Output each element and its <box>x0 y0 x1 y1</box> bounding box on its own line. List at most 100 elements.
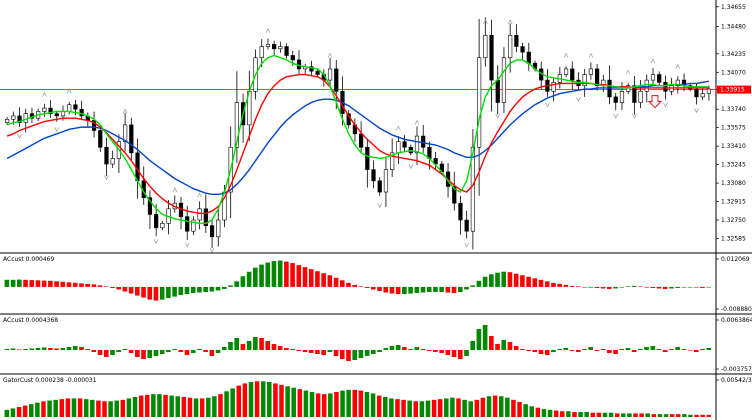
fractal-down-marker <box>104 175 109 181</box>
histogram-bar <box>339 350 345 359</box>
histogram-bar <box>358 286 364 288</box>
histogram-bar <box>296 350 302 351</box>
histogram-bar <box>377 350 382 352</box>
indicator-tick-label: -0.008880 <box>721 306 752 313</box>
histogram-bar <box>48 348 53 350</box>
histogram-bar <box>54 348 59 350</box>
histogram-bar <box>72 346 78 350</box>
histogram-bar <box>566 411 571 417</box>
histogram-bar <box>464 286 469 290</box>
histogram-bar <box>445 350 451 355</box>
histogram-bar <box>153 286 159 301</box>
fractal-down-marker <box>464 242 469 248</box>
candle-body <box>67 104 72 112</box>
histogram-bar <box>451 350 457 357</box>
histogram-bar <box>389 398 394 417</box>
histogram-bar <box>414 347 420 350</box>
candle-body <box>421 135 426 148</box>
histogram-bar <box>395 345 401 350</box>
histogram-bar <box>23 349 28 350</box>
histogram-bar <box>114 400 119 417</box>
histogram-bar <box>607 286 612 289</box>
histogram-bar <box>639 413 644 417</box>
histogram-bar <box>103 286 109 288</box>
histogram-bar <box>339 280 345 287</box>
histogram-bar <box>437 399 443 417</box>
histogram-bar <box>29 348 35 350</box>
histogram-bar <box>480 397 486 417</box>
histogram-bar <box>426 286 432 292</box>
candle-body <box>663 82 668 92</box>
histogram-bar <box>203 286 208 292</box>
candle-body <box>365 146 370 170</box>
histogram-bar <box>541 409 547 417</box>
histogram-bar <box>159 350 165 354</box>
histogram-bar <box>607 350 612 353</box>
histogram-bar <box>187 397 193 417</box>
candle-body <box>483 35 488 59</box>
histogram-bar <box>273 383 278 417</box>
histogram-bar <box>122 286 128 292</box>
sell-arrow-icon <box>647 95 663 109</box>
histogram-bar <box>315 393 321 417</box>
candle-body <box>359 133 364 148</box>
histogram-bar <box>172 349 177 350</box>
histogram-bar <box>265 262 271 287</box>
histogram-bar <box>638 349 643 350</box>
candle-body <box>104 146 109 165</box>
histogram-bar <box>638 286 643 288</box>
histogram-bar <box>259 264 264 287</box>
histogram-bar <box>613 286 618 289</box>
candle-body <box>110 158 115 165</box>
histogram-bar <box>590 412 596 417</box>
histogram-bar <box>389 346 395 350</box>
candle-body <box>563 68 569 75</box>
histogram-bar <box>128 286 134 294</box>
histogram-bar <box>253 337 258 350</box>
histogram-bar <box>470 285 475 287</box>
histogram-bar <box>414 286 420 294</box>
histogram-bar <box>681 286 687 288</box>
histogram-bar <box>547 409 553 417</box>
candle-body <box>508 35 513 59</box>
histogram-bar <box>511 399 516 417</box>
candle-body <box>390 152 395 170</box>
gator-histogram-pane: GatorCust 0.000238 -0.000031 0.00542/3 <box>3 377 752 417</box>
candle-body <box>79 108 84 117</box>
histogram-bar <box>197 286 202 293</box>
histogram-bar <box>321 350 326 355</box>
histogram-bar <box>656 349 662 350</box>
histogram-bar <box>352 284 357 287</box>
histogram-bar <box>407 400 412 417</box>
histogram-bar <box>215 286 221 291</box>
fractal-up-marker <box>563 52 569 58</box>
histogram-bar <box>240 276 246 287</box>
histogram-bar <box>513 273 519 287</box>
histogram-bar <box>551 350 556 352</box>
histogram-bar <box>103 350 109 357</box>
histogram-bar <box>507 342 513 350</box>
histogram-bar <box>600 286 606 289</box>
histogram-bar <box>457 350 463 359</box>
candle-body <box>570 68 575 81</box>
histogram-bar <box>584 412 589 417</box>
histogram-bar <box>302 267 308 287</box>
histogram-bar <box>594 350 600 351</box>
histogram-bar <box>277 346 283 350</box>
fractal-up-marker <box>483 19 488 25</box>
candle-body <box>582 74 587 87</box>
histogram-bar <box>178 350 184 352</box>
candle-body <box>396 141 401 154</box>
histogram-bar <box>290 263 295 287</box>
fractal-down-marker <box>377 203 383 209</box>
candle-body <box>98 130 103 148</box>
histogram-bar <box>327 275 333 287</box>
histogram-bar <box>159 286 165 300</box>
histogram-bar <box>138 395 144 417</box>
histogram-bar <box>700 414 705 417</box>
histogram-bar <box>352 389 357 417</box>
histogram-bar <box>315 350 320 354</box>
histogram-bar <box>96 400 101 417</box>
pane-indicator-label: ACcust 0.000469 <box>3 256 54 263</box>
histogram-bar <box>433 286 438 292</box>
